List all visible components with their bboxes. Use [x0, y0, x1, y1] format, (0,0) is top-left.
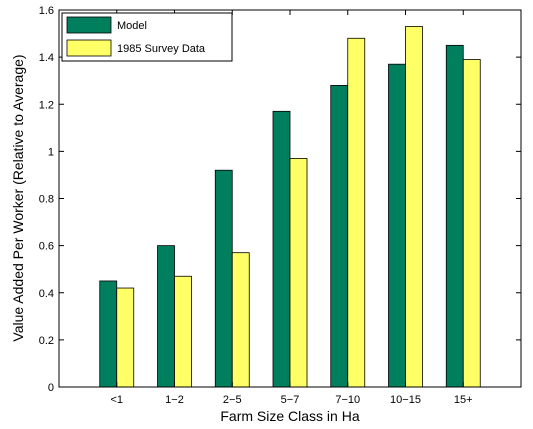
y-tick-label: 0.2	[39, 335, 54, 347]
bar-model-4	[331, 85, 348, 387]
y-tick-label: 1	[48, 146, 54, 158]
x-axis-title: Farm Size Class in Ha	[220, 408, 359, 424]
bar-model-0	[100, 281, 117, 387]
bar-survey-4	[348, 38, 365, 387]
x-tick-label: 1−2	[165, 394, 184, 406]
x-tick-label: 5−7	[281, 394, 300, 406]
y-tick-label: 1.2	[39, 99, 54, 111]
x-tick-label: 7−10	[335, 394, 360, 406]
x-tick-label: 2−5	[223, 394, 242, 406]
bar-model-3	[273, 111, 290, 387]
bar-model-1	[158, 246, 175, 387]
bar-survey-6	[463, 59, 480, 387]
x-tick-label: 10−15	[390, 394, 421, 406]
y-tick-label: 1.4	[39, 52, 54, 64]
bar-survey-1	[175, 276, 192, 387]
bar-model-5	[389, 64, 406, 387]
legend-label-survey: 1985 Survey Data	[117, 43, 206, 55]
y-tick-label: 0.6	[39, 241, 54, 253]
y-axis-title: Value Added Per Worker (Relative to Aver…	[10, 54, 26, 341]
y-tick-label: 0	[48, 382, 54, 394]
legend-label-model: Model	[117, 20, 147, 32]
x-tick-label: 15+	[454, 394, 473, 406]
bar-model-6	[446, 45, 463, 387]
bar-survey-5	[406, 26, 423, 387]
legend: Model 1985 Survey Data	[62, 13, 232, 61]
y-tick-label: 0.4	[39, 288, 54, 300]
legend-swatch-model	[67, 17, 111, 33]
bar-survey-2	[232, 253, 249, 387]
x-tick-label: <1	[110, 394, 123, 406]
bar-survey-0	[117, 288, 134, 387]
y-tick-label: 1.6	[39, 5, 54, 17]
y-tick-label: 0.8	[39, 194, 54, 206]
legend-swatch-survey	[67, 40, 111, 56]
bar-survey-3	[290, 158, 307, 387]
bar-model-2	[215, 170, 232, 387]
